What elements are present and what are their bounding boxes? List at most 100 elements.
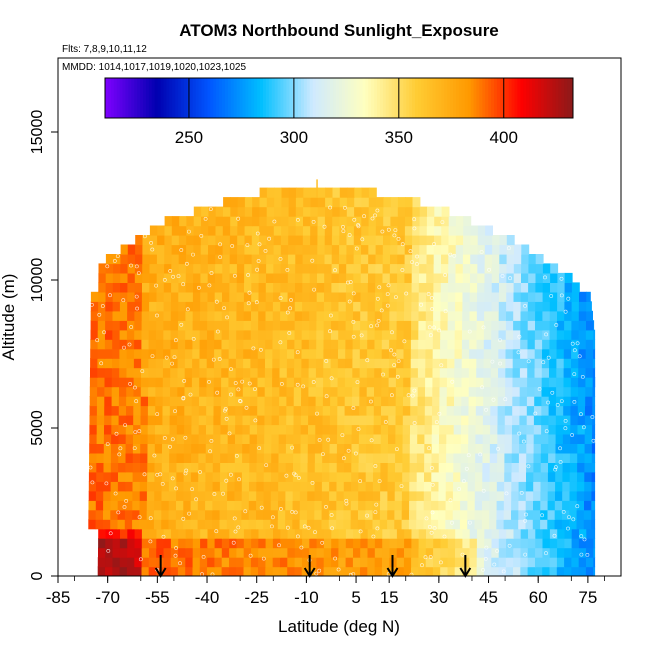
heat-cell (280, 528, 289, 539)
heat-cell (200, 547, 208, 558)
heat-cell (317, 206, 326, 217)
heat-cell (396, 566, 405, 576)
heat-cell (505, 557, 514, 568)
sample-point (400, 268, 405, 272)
colorbar-segment (166, 78, 170, 118)
heat-cell (528, 254, 537, 265)
heat-cell (550, 282, 558, 293)
heat-cell (549, 528, 558, 539)
heat-cell (492, 254, 500, 265)
heat-cell (504, 433, 513, 444)
heat-cell (125, 443, 134, 454)
heat-cell (198, 462, 207, 473)
heat-cell (351, 443, 360, 454)
heat-cell (361, 216, 370, 227)
sample-point (579, 552, 584, 557)
heat-cell (359, 348, 368, 359)
heat-cell (330, 348, 339, 359)
heat-cell (161, 509, 170, 520)
heat-cell (329, 500, 337, 511)
heat-cell (513, 528, 522, 539)
sample-point (375, 208, 380, 213)
heat-cell (332, 216, 341, 227)
heat-cell (569, 452, 578, 463)
heat-cell (294, 329, 303, 340)
sample-point (390, 330, 394, 335)
heat-cell (127, 557, 135, 568)
heat-cell (592, 377, 596, 388)
heat-cell (322, 424, 331, 435)
heat-cell (243, 557, 252, 568)
sample-point (492, 562, 497, 567)
colorbar-segment (476, 78, 480, 118)
heat-cell (549, 566, 558, 576)
heat-cell (380, 452, 389, 463)
heat-cell (338, 301, 347, 312)
heat-cell (155, 348, 164, 359)
heat-cell (104, 396, 113, 407)
sample-point (540, 513, 545, 518)
heat-cell (526, 405, 535, 416)
heat-cell (206, 339, 215, 350)
heat-cell (468, 433, 477, 444)
colorbar-segment (415, 78, 419, 118)
dates-note: MMDD: 1014,1017,1019,1020,1023,1025 (62, 62, 246, 73)
heat-cell (257, 386, 266, 397)
heat-cell (191, 396, 200, 407)
colorbar-segment (368, 78, 372, 118)
heat-cell (103, 509, 111, 520)
heat-cell (192, 557, 201, 568)
heat-cell (89, 462, 97, 473)
heat-cell (105, 547, 114, 558)
sample-point (432, 242, 437, 246)
sample-point (95, 338, 100, 343)
heat-cell (403, 329, 412, 340)
heat-cell (504, 443, 513, 454)
heat-cell (214, 528, 223, 539)
sample-point (501, 569, 506, 574)
heat-cell (177, 566, 186, 576)
heat-cell (120, 254, 129, 265)
heat-cell (321, 509, 330, 520)
heat-cell (215, 263, 223, 274)
sample-point (237, 398, 242, 403)
heat-cell (170, 339, 179, 350)
heat-cell (557, 282, 566, 293)
heat-cell (433, 244, 442, 255)
heat-cell (382, 282, 391, 293)
heat-cell (127, 291, 136, 302)
heat-cell (199, 566, 208, 576)
heat-cell (214, 291, 223, 302)
heat-cell (440, 329, 449, 340)
heat-cell (410, 348, 419, 359)
heat-cell (317, 254, 326, 265)
heat-cell (343, 490, 352, 501)
heat-cell (387, 481, 396, 492)
heat-cell (445, 471, 454, 482)
heat-cell (331, 320, 339, 331)
heat-cell (205, 462, 214, 473)
heat-cell (258, 263, 267, 274)
heat-cell (431, 462, 440, 473)
heat-cell (154, 481, 163, 492)
heat-cell (387, 500, 396, 511)
heat-cell (307, 462, 316, 473)
heat-cell (397, 282, 405, 293)
heat-cell (169, 415, 178, 426)
heat-cell (345, 566, 354, 576)
heat-cell (257, 358, 266, 369)
heat-cell (374, 329, 383, 340)
heat-cell (212, 481, 221, 492)
heat-cell (156, 301, 165, 312)
sample-point (517, 334, 522, 339)
heat-cell (555, 443, 564, 454)
sample-point (317, 438, 322, 442)
heat-cell (90, 291, 99, 302)
heat-cell (563, 377, 572, 388)
sample-point (253, 418, 258, 423)
heat-cell (185, 329, 194, 340)
heat-cell (585, 367, 594, 378)
heat-cell (168, 481, 177, 492)
heat-cell (141, 528, 150, 539)
heat-cell (303, 197, 312, 208)
